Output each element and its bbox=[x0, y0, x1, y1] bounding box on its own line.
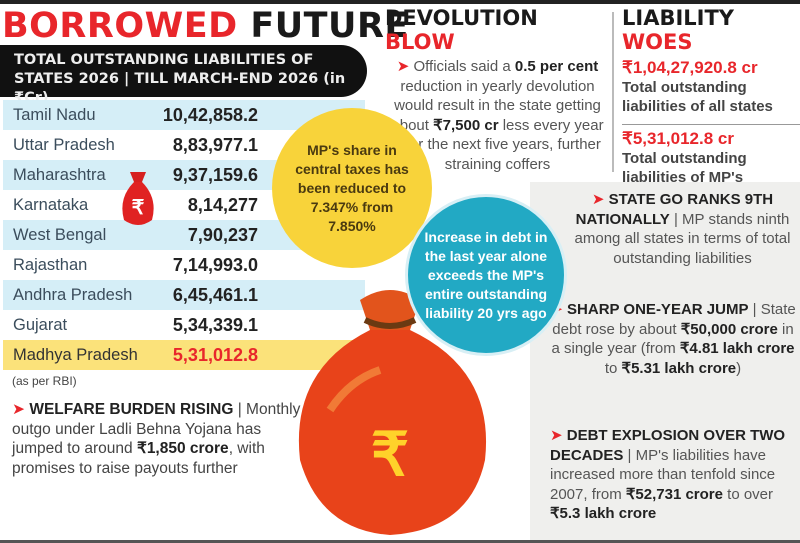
liability-woes-section: LIABILITY WOES ₹1,04,27,920.8 cr Total o… bbox=[622, 6, 800, 187]
money-bag-icon: ₹ bbox=[298, 290, 487, 535]
all-states-amount: ₹1,04,27,920.8 cr bbox=[622, 58, 758, 77]
table-row: Rajasthan 7,14,993.0 bbox=[13, 254, 258, 275]
mp-desc: Total outstanding liabilities of MP's bbox=[622, 150, 747, 186]
devolution-blow-section: DEVOLUTION BLOW ➤ Officials said a 0.5 p… bbox=[385, 6, 610, 174]
liability-title: LIABILITY WOES bbox=[622, 6, 734, 54]
source-note: (as per RBI) bbox=[12, 374, 77, 388]
divider bbox=[612, 12, 614, 172]
arrow-icon: ➤ bbox=[591, 191, 605, 208]
table-row: Karnataka 8,14,277 bbox=[13, 194, 258, 215]
bottom-border bbox=[0, 540, 800, 543]
table-row-highlight: Madhya Pradesh 5,31,012.8 bbox=[3, 340, 365, 370]
table-row: Gujarat 5,34,339.1 bbox=[13, 314, 258, 335]
rank-point: ➤ STATE GO RANKS 9TH NATIONALLY | MP sta… bbox=[574, 191, 791, 267]
arrow-icon: ➤ bbox=[396, 58, 410, 75]
table-row: Tamil Nadu 10,42,858.2 bbox=[3, 100, 365, 130]
table-header: TOTAL OUTSTANDING LIABILITIES OF STATES 2… bbox=[0, 45, 367, 106]
one-year-jump-point: ➤ SHARP ONE-YEAR JUMP | State debt rose … bbox=[550, 301, 796, 377]
debt-increase-callout: Increase in debt in the last year alone … bbox=[405, 194, 567, 356]
rupee-glyph: ₹ bbox=[371, 421, 409, 488]
arrow-icon: ➤ bbox=[12, 401, 25, 418]
right-panel bbox=[530, 182, 800, 540]
top-border bbox=[0, 0, 800, 4]
money-bag-small-icon: ₹ bbox=[122, 172, 154, 225]
debt-explosion-point: ➤ DEBT EXPLOSION OVER TWO DECADES | MP's… bbox=[550, 427, 786, 522]
devolution-title: DEVOLUTION BLOW bbox=[385, 6, 538, 54]
arrow-icon: ➤ bbox=[550, 427, 563, 444]
page-title: BORROWED FUTURE bbox=[2, 6, 409, 46]
devolution-text: ➤ Officials said a 0.5 per cent reductio… bbox=[391, 58, 604, 173]
tax-share-callout: MP's share in central taxes has been red… bbox=[272, 108, 432, 268]
table-row: Andhra Pradesh 6,45,461.1 bbox=[3, 280, 365, 310]
rupee-glyph: ₹ bbox=[132, 197, 145, 219]
divider bbox=[622, 124, 800, 125]
welfare-burden-text: ➤ WELFARE BURDEN RISING | Monthly outgo … bbox=[12, 401, 301, 477]
all-states-desc: Total outstanding liabilities of all sta… bbox=[622, 79, 773, 115]
table-row: Uttar Pradesh 8,83,977.1 bbox=[13, 134, 258, 155]
mp-amount: ₹5,31,012.8 cr bbox=[622, 129, 734, 148]
